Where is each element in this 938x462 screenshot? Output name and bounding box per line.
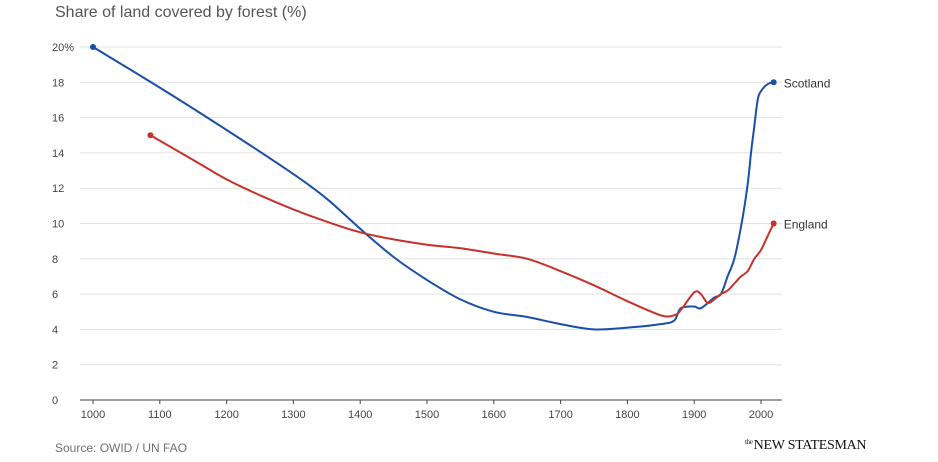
england-start-point xyxy=(147,132,154,139)
x-tick-label: 1900 xyxy=(682,409,706,421)
england-end-point xyxy=(770,220,777,227)
scotland-start-point xyxy=(90,44,96,50)
y-tick-label: 18 xyxy=(52,77,64,89)
scotland-series-label: Scotland xyxy=(784,76,831,90)
y-tick-label: 20% xyxy=(52,42,74,54)
scotland-end-point xyxy=(770,79,777,86)
x-tick-label: 1000 xyxy=(81,409,105,421)
x-tick-label: 1400 xyxy=(348,409,372,421)
series-lines xyxy=(90,44,777,331)
x-tick-label: 2000 xyxy=(749,409,773,421)
y-tick-label: 14 xyxy=(52,148,64,160)
publisher-logo: theNEW STATESMAN xyxy=(745,438,867,454)
x-tick-label: 1500 xyxy=(415,409,439,421)
logo-wordmark: NEW STATESMAN xyxy=(753,438,867,453)
x-tick-label: 1600 xyxy=(482,409,506,421)
source-note: Source: OWID / UN FAO xyxy=(55,441,188,455)
logo-prefix: the xyxy=(745,438,753,446)
chart-title: Share of land covered by forest (%) xyxy=(55,4,307,21)
y-axis-ticks: 0 2 4 6 8 10 12 14 16 18 20% xyxy=(52,42,74,407)
x-tick-label: 1300 xyxy=(281,409,305,421)
y-tick-label: 0 xyxy=(52,395,58,407)
x-tick-label: 1800 xyxy=(615,409,639,421)
england-series-label: England xyxy=(784,218,828,232)
y-tick-label: 2 xyxy=(52,360,58,372)
x-axis: 1000 1100 1200 1300 1400 1500 1600 1700 1800 1900… xyxy=(81,400,773,421)
y-tick-label: 10 xyxy=(52,219,64,231)
x-tick-label: 1200 xyxy=(214,409,238,421)
y-tick-label: 8 xyxy=(52,254,58,266)
y-tick-label: 12 xyxy=(52,183,64,195)
series-labels: Scotland England xyxy=(784,76,831,231)
y-tick-label: 4 xyxy=(52,324,58,336)
england-line xyxy=(149,134,775,318)
x-tick-label: 1700 xyxy=(548,409,572,421)
scotland-line xyxy=(92,46,774,331)
gridlines xyxy=(80,46,782,401)
y-tick-label: 16 xyxy=(52,113,64,125)
y-tick-label: 6 xyxy=(52,289,58,301)
x-tick-label: 1100 xyxy=(148,409,172,421)
